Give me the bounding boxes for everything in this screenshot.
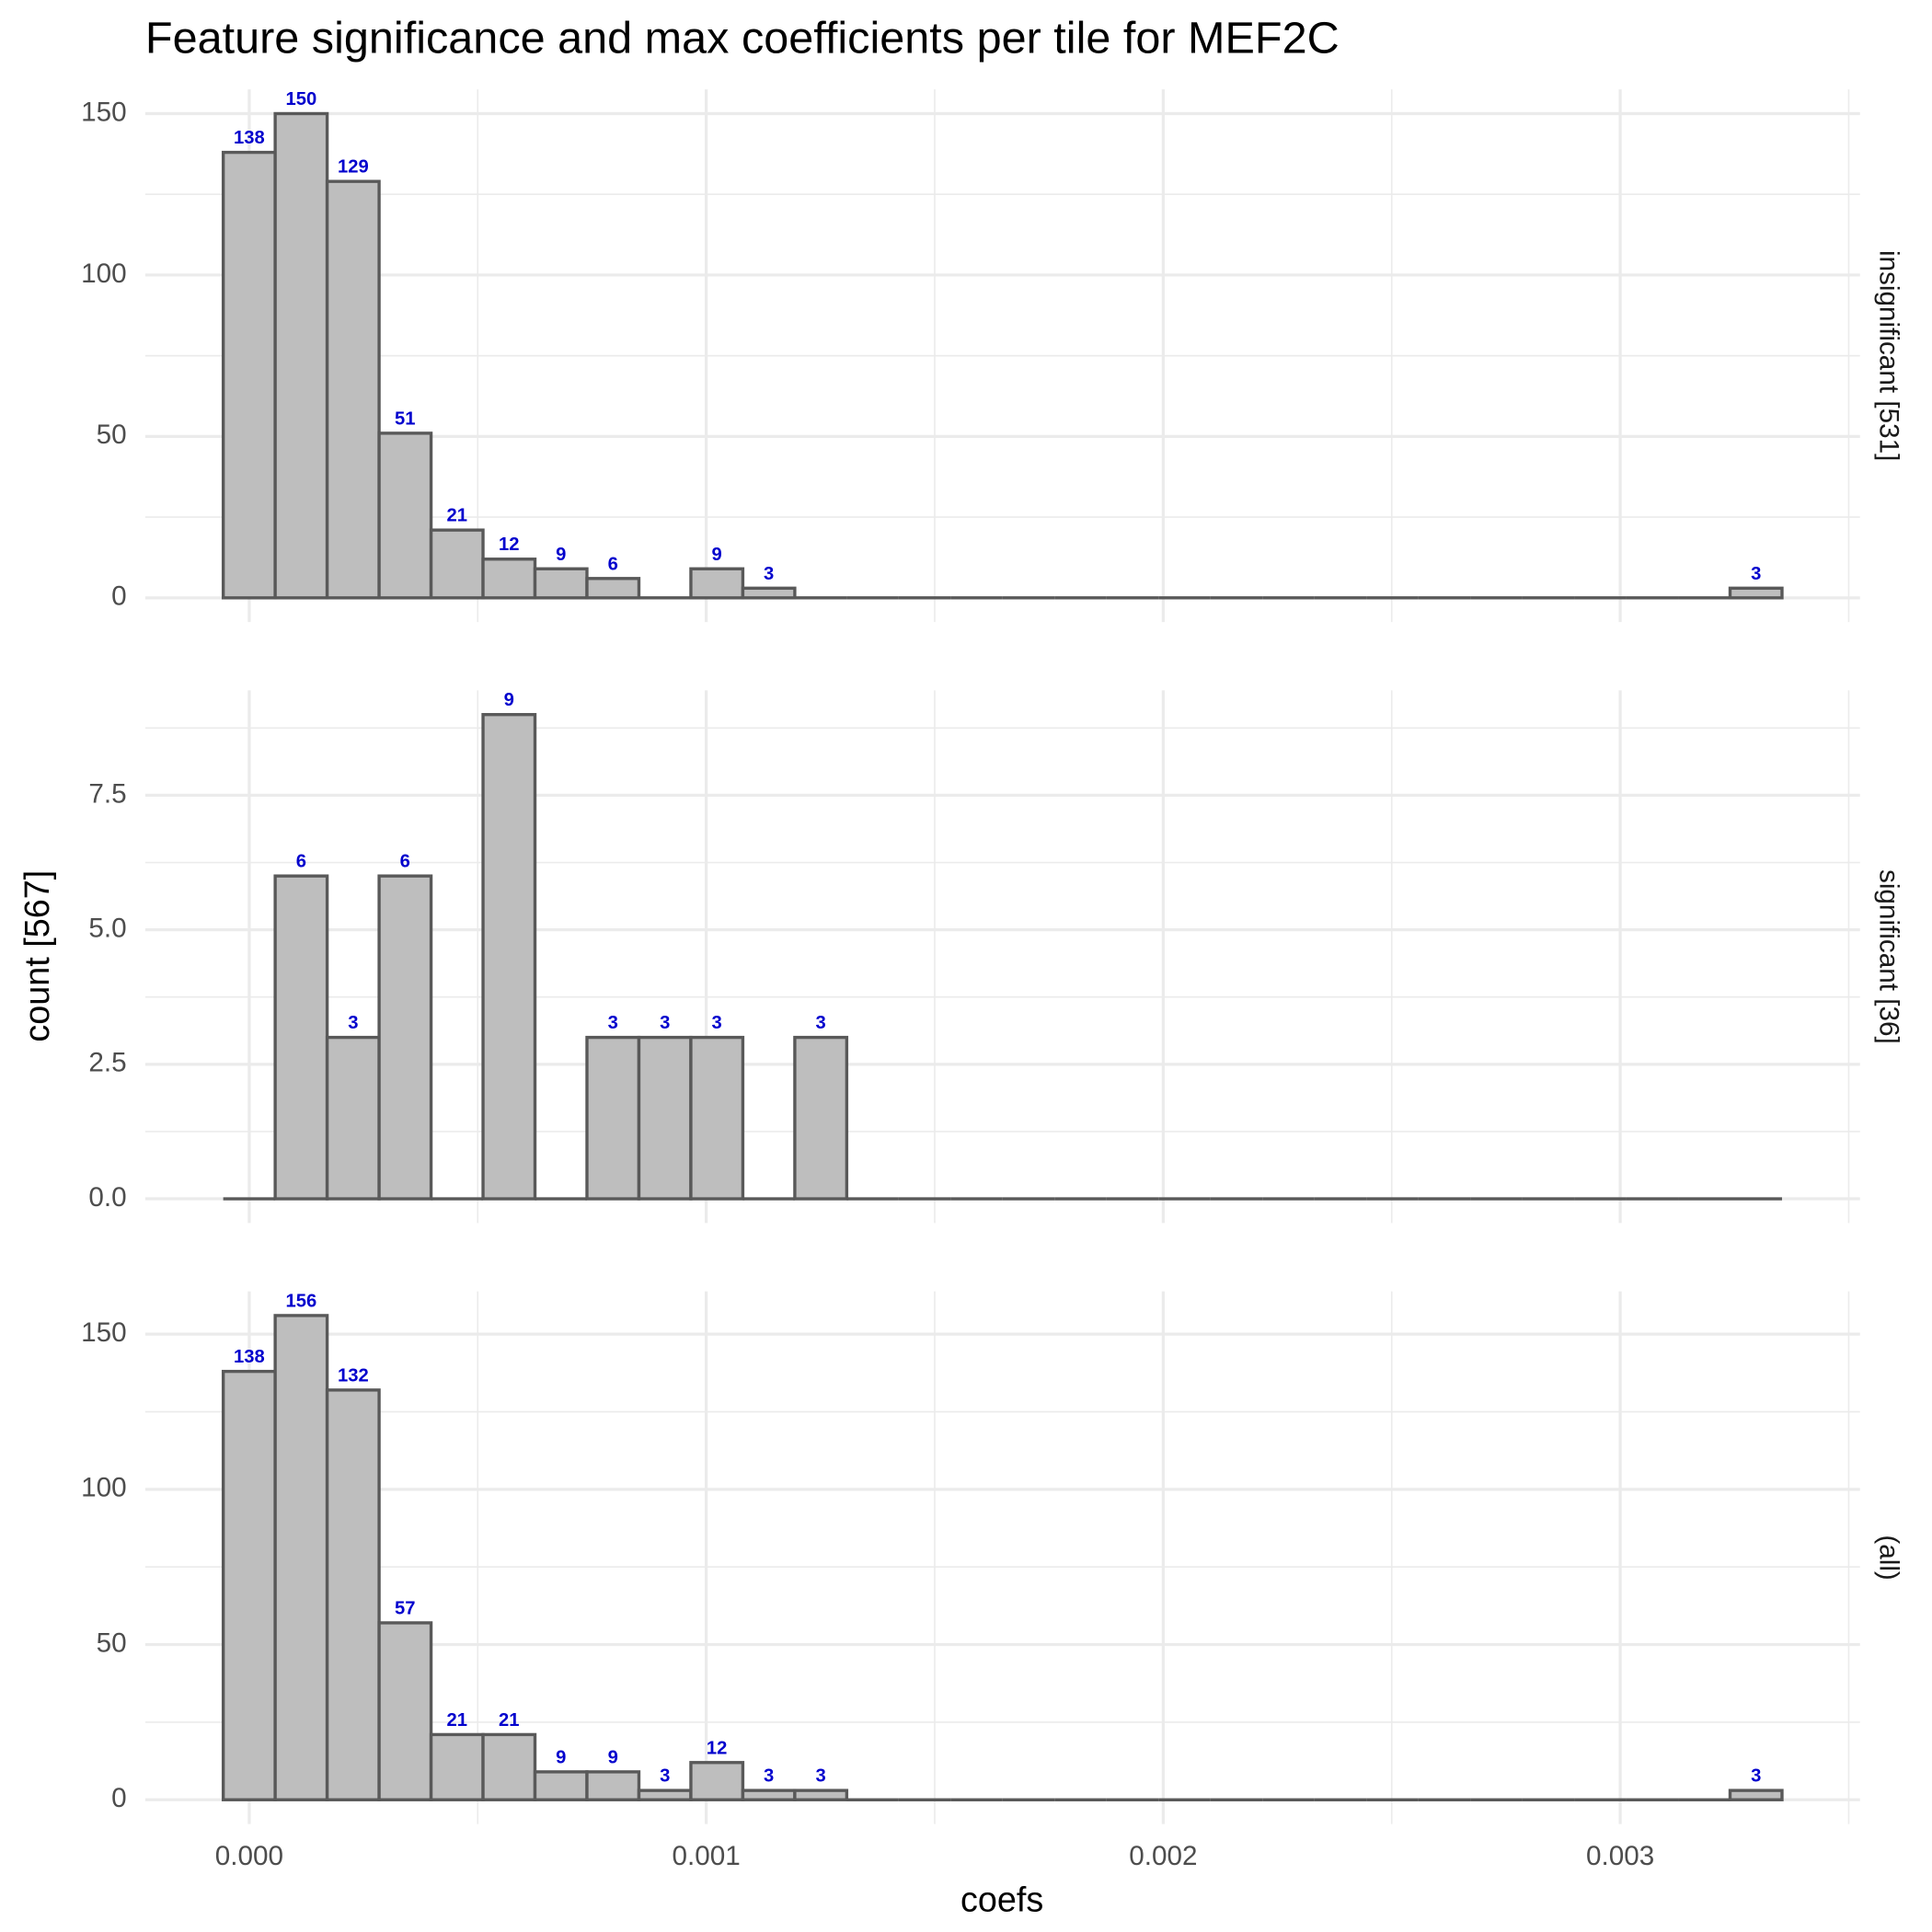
- bar: [273, 111, 329, 600]
- data-label: 3: [608, 1013, 618, 1033]
- bar: [585, 1770, 641, 1801]
- bar: [481, 713, 537, 1201]
- y-tick-label: 0: [111, 581, 127, 612]
- data-label: 12: [707, 1738, 728, 1758]
- bar: [637, 1035, 693, 1201]
- facet-label: significant [36]: [1874, 869, 1904, 1044]
- bar: [221, 1369, 277, 1801]
- bar: [221, 150, 277, 600]
- bar: [481, 1732, 537, 1801]
- bar: [585, 577, 641, 600]
- y-tick-label: 50: [97, 420, 127, 450]
- bar: [429, 1732, 485, 1801]
- data-label: 3: [764, 564, 774, 584]
- x-tick-label: 0.003: [1586, 1841, 1654, 1871]
- data-label: 3: [660, 1766, 670, 1787]
- y-axis-title: count [567]: [18, 870, 57, 1042]
- data-label: 9: [556, 1747, 566, 1767]
- bar: [377, 874, 433, 1201]
- y-tick-label: 2.5: [88, 1048, 126, 1078]
- data-label: 3: [816, 1766, 826, 1787]
- bar: [689, 567, 745, 600]
- y-tick-label: 0: [111, 1783, 127, 1813]
- data-label: 3: [348, 1013, 358, 1033]
- bar: [325, 1035, 381, 1201]
- bar: [689, 1035, 745, 1201]
- x-tick-label: 0.000: [215, 1841, 283, 1871]
- bar: [273, 874, 329, 1201]
- data-label: 138: [234, 128, 265, 148]
- facet-label: (all): [1874, 1535, 1904, 1580]
- data-label: 6: [400, 852, 410, 872]
- data-label: 156: [285, 1291, 316, 1311]
- bar: [481, 558, 537, 600]
- data-label: 6: [608, 554, 618, 574]
- data-label: 21: [447, 1710, 468, 1731]
- data-label: 9: [608, 1747, 618, 1767]
- y-tick-label: 0.0: [88, 1182, 126, 1213]
- bar: [533, 567, 589, 600]
- chart-title: Feature significance and max coefficient…: [145, 13, 1340, 63]
- bar: [741, 1788, 797, 1801]
- bar: [325, 179, 381, 600]
- data-label: 51: [395, 408, 416, 429]
- bar: [1728, 586, 1784, 600]
- data-label: 3: [764, 1766, 774, 1787]
- bar: [377, 1621, 433, 1801]
- bar: [637, 1788, 693, 1801]
- data-label: 9: [712, 545, 722, 565]
- data-label: 12: [499, 535, 520, 555]
- y-tick-label: 5.0: [88, 913, 126, 943]
- y-tick-label: 100: [81, 1473, 127, 1503]
- data-label: 3: [1751, 1766, 1761, 1787]
- bar: [325, 1388, 381, 1801]
- data-label: 21: [447, 506, 468, 526]
- data-label: 150: [285, 89, 316, 109]
- y-tick-label: 50: [97, 1627, 127, 1658]
- bar: [533, 1770, 589, 1801]
- data-label: 129: [338, 157, 369, 178]
- facet-label: insignificant [531]: [1874, 250, 1904, 461]
- data-label: 3: [660, 1013, 670, 1033]
- bar: [793, 1788, 849, 1801]
- data-label: 6: [296, 852, 306, 872]
- data-label: 9: [504, 690, 514, 710]
- y-tick-label: 100: [81, 259, 127, 289]
- data-label: 3: [1751, 564, 1761, 584]
- bar: [689, 1761, 745, 1801]
- data-label: 138: [234, 1347, 265, 1367]
- y-tick-label: 150: [81, 1317, 127, 1348]
- bar: [273, 1314, 329, 1801]
- y-tick-label: 7.5: [88, 778, 126, 809]
- x-axis-title: coefs: [960, 1881, 1043, 1920]
- bar: [793, 1035, 849, 1201]
- y-tick-label: 150: [81, 97, 127, 127]
- data-label: 9: [556, 545, 566, 565]
- data-label: 21: [499, 1710, 520, 1731]
- data-label: 132: [338, 1365, 369, 1386]
- bar: [585, 1035, 641, 1201]
- data-label: 57: [395, 1598, 416, 1618]
- bar: [1728, 1788, 1784, 1801]
- x-tick-label: 0.001: [672, 1841, 740, 1871]
- bar: [429, 528, 485, 600]
- bar: [741, 586, 797, 600]
- x-tick-label: 0.002: [1129, 1841, 1197, 1871]
- bar: [377, 431, 433, 600]
- data-label: 3: [712, 1013, 722, 1033]
- data-label: 3: [816, 1013, 826, 1033]
